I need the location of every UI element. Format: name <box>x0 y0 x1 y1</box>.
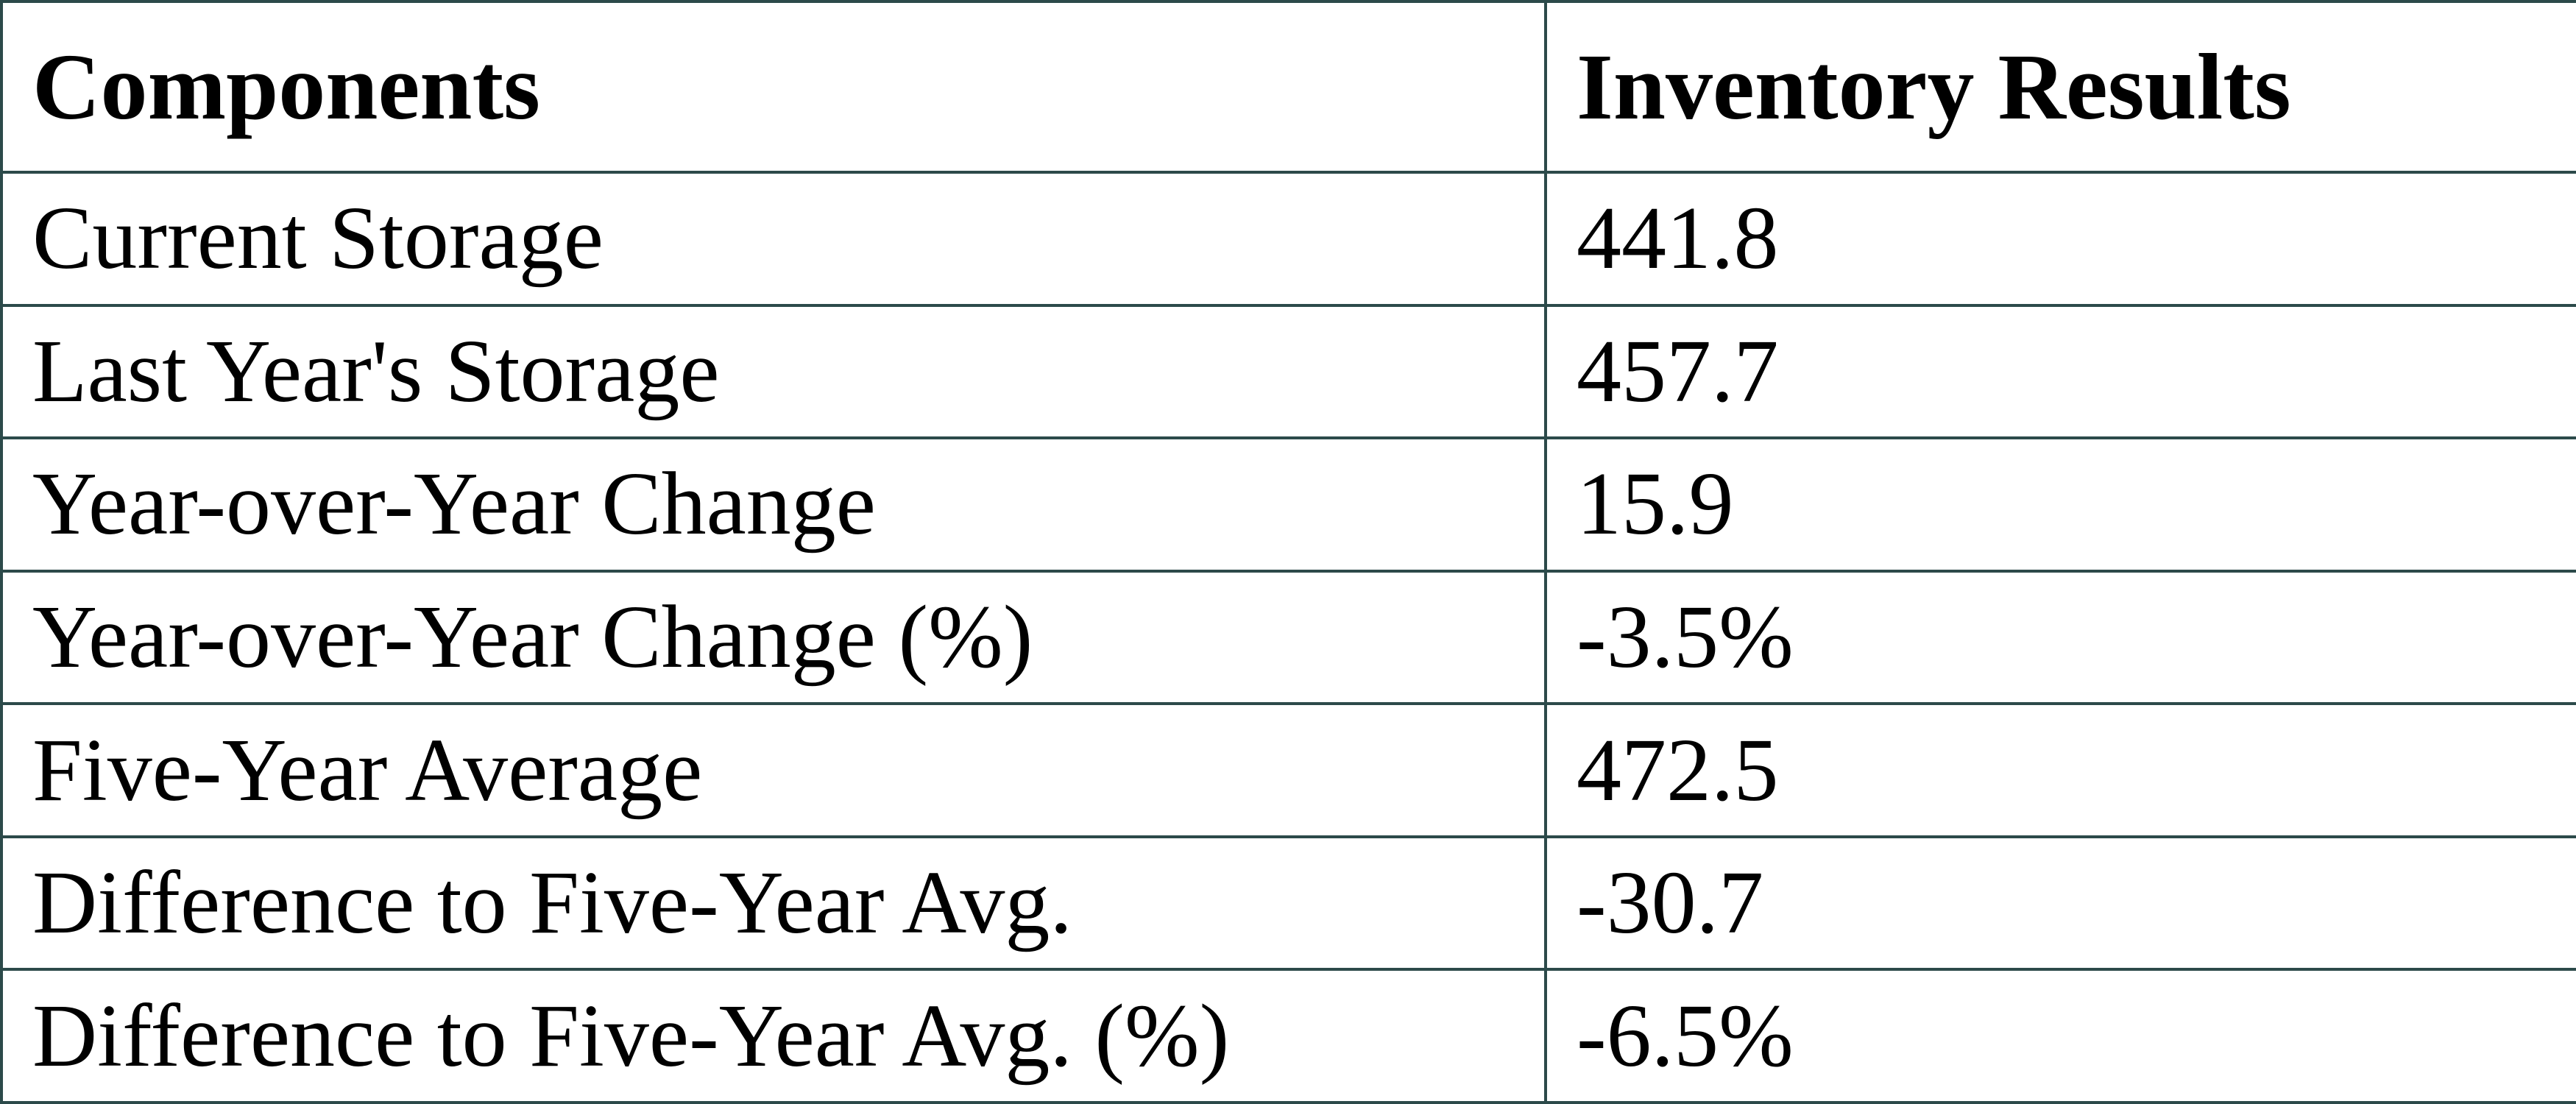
header-cell: Components <box>0 0 1547 174</box>
component-cell: Five-Year Average <box>0 702 1547 838</box>
component-cell: Difference to Five-Year Avg. (%) <box>0 968 1547 1104</box>
component-cell: Current Storage <box>0 171 1547 307</box>
result-cell: 441.8 <box>1544 171 2576 307</box>
table-header: Components Inventory Results <box>0 0 2576 174</box>
component-cell: Year-over-Year Change (%) <box>0 569 1547 706</box>
result-cell: 472.5 <box>1544 702 2576 838</box>
header-row: Components Inventory Results <box>0 0 2576 174</box>
result-cell: -3.5% <box>1544 569 2576 706</box>
header-cell: Inventory Results <box>1544 0 2576 174</box>
component-cell: Last Year's Storage <box>0 303 1547 440</box>
table-body: Current Storage 441.8 Last Year's Storage 4… <box>0 171 2576 1104</box>
result-cell: 457.7 <box>1544 303 2576 440</box>
table-row: Five-Year Average 472.5 <box>0 702 2576 838</box>
table-row: Year-over-Year Change (%) -3.5% <box>0 569 2576 706</box>
table-row: Year-over-Year Change 15.9 <box>0 436 2576 573</box>
result-cell: 15.9 <box>1544 436 2576 573</box>
component-cell: Difference to Five-Year Avg. <box>0 835 1547 972</box>
result-cell: -6.5% <box>1544 968 2576 1104</box>
table-row: Difference to Five-Year Avg. (%) -6.5% <box>0 968 2576 1104</box>
table-row: Difference to Five-Year Avg. -30.7 <box>0 835 2576 972</box>
table-row: Current Storage 441.8 <box>0 171 2576 307</box>
result-cell: -30.7 <box>1544 835 2576 972</box>
table-row: Last Year's Storage 457.7 <box>0 303 2576 440</box>
component-cell: Year-over-Year Change <box>0 436 1547 573</box>
